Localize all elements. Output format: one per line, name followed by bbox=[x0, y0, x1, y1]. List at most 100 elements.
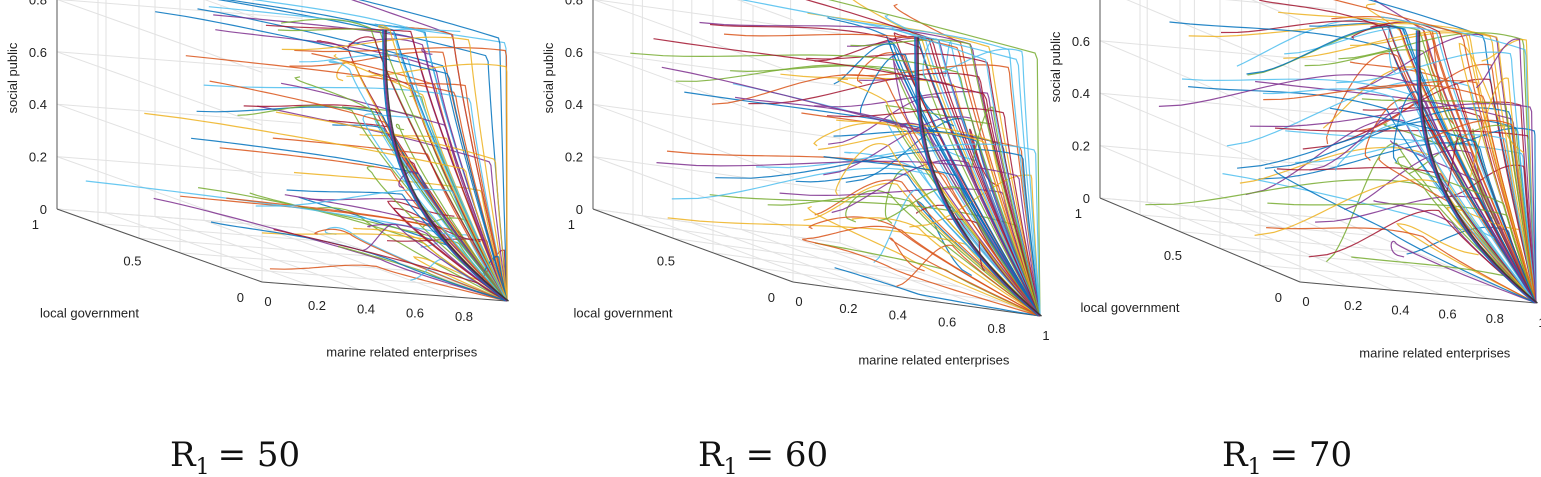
caption-symbol: R bbox=[170, 435, 197, 475]
trajectory bbox=[277, 28, 508, 302]
trajectory bbox=[255, 188, 508, 302]
trajectory bbox=[314, 228, 508, 302]
trajectory bbox=[806, 53, 1041, 317]
trajectory bbox=[1145, 179, 1537, 304]
dominant-trajectory-line bbox=[1417, 30, 1537, 304]
x-tick-label: 0.6 bbox=[938, 314, 956, 329]
trajectory bbox=[684, 91, 1041, 317]
z-tick-label: 0.6 bbox=[29, 45, 47, 60]
trajectory bbox=[748, 72, 1041, 317]
trajectory bbox=[740, 0, 1041, 317]
trajectory bbox=[802, 238, 1041, 317]
caption-relation: = 50 bbox=[218, 435, 301, 475]
trajectory bbox=[814, 242, 1041, 317]
trajectory bbox=[353, 227, 508, 302]
trajectory bbox=[308, 197, 508, 302]
trajectory bbox=[850, 20, 1041, 317]
trajectory bbox=[398, 171, 508, 302]
trajectory bbox=[756, 143, 1041, 317]
trajectory bbox=[1283, 30, 1537, 304]
z-tick-label: 0.4 bbox=[29, 97, 47, 112]
trajectory bbox=[299, 54, 508, 302]
trajectory bbox=[366, 165, 508, 302]
x-tick-label: 0.4 bbox=[1391, 302, 1409, 317]
x-axis-label: marine related enterprises bbox=[326, 344, 478, 359]
trajectory bbox=[878, 186, 1041, 317]
trajectory bbox=[885, 119, 1041, 317]
trajectory bbox=[378, 25, 508, 302]
x-tick-label: 0 bbox=[1302, 294, 1309, 309]
trajectory bbox=[653, 38, 1041, 317]
x-tick-label: 0.6 bbox=[406, 305, 424, 320]
trajectory bbox=[362, 113, 508, 302]
trajectory bbox=[1273, 169, 1537, 304]
panel-caption: R1 = 70 bbox=[1222, 435, 1352, 477]
caption-symbol: R bbox=[698, 435, 725, 475]
y-tick-label: 0 bbox=[1275, 290, 1282, 305]
trajectory bbox=[1249, 103, 1537, 304]
z-tick-label: 0.4 bbox=[565, 97, 583, 112]
panel-caption: R1 = 60 bbox=[698, 435, 828, 477]
trajectory bbox=[347, 36, 508, 302]
trajectory bbox=[834, 267, 1041, 317]
trajectory bbox=[386, 200, 508, 302]
caption-relation: = 70 bbox=[1270, 435, 1353, 475]
trajectory bbox=[1220, 20, 1537, 304]
trajectory bbox=[155, 11, 508, 302]
x-axis-label: marine related enterprises bbox=[1359, 346, 1511, 361]
trajectory bbox=[392, 207, 508, 302]
x-tick-label: 0.2 bbox=[839, 301, 857, 316]
y-tick-label: 0 bbox=[768, 290, 775, 305]
trajectory bbox=[767, 195, 1041, 317]
trajectory bbox=[885, 104, 1041, 317]
trajectory bbox=[281, 36, 508, 302]
trajectory bbox=[807, 12, 1041, 317]
trajectory bbox=[392, 28, 508, 302]
x-tick-label: 0.4 bbox=[889, 308, 907, 323]
panel-R1-70: 00.20.40.60.8100.5100.20.40.60.81marine … bbox=[1048, 0, 1541, 477]
caption-subscript: 1 bbox=[1248, 455, 1262, 477]
x-tick-label: 0.8 bbox=[455, 309, 473, 324]
dominant-trajectory-line bbox=[917, 37, 1043, 317]
x-tick-label: 0.2 bbox=[1344, 298, 1362, 313]
trajectory bbox=[888, 237, 1041, 317]
trajectory bbox=[412, 256, 508, 302]
y-tick-label: 0.5 bbox=[657, 254, 675, 269]
trajectory bbox=[828, 0, 1041, 317]
trajectory bbox=[219, 147, 508, 302]
dominant-trajectory-line bbox=[1418, 30, 1538, 304]
trajectory bbox=[814, 179, 1041, 317]
dominant-trajectory-line bbox=[915, 37, 1041, 317]
z-tick-label: 0.8 bbox=[29, 0, 47, 7]
trajectory bbox=[656, 160, 1041, 317]
trajectory bbox=[1378, 157, 1537, 304]
trajectory bbox=[237, 104, 508, 302]
trajectory bbox=[1263, 84, 1537, 304]
trajectory bbox=[818, 131, 1041, 317]
panel-caption: R1 = 50 bbox=[170, 435, 300, 477]
trajectory bbox=[197, 8, 508, 302]
y-axis-label: local government bbox=[574, 306, 673, 321]
z-tick-label: 0 bbox=[1083, 191, 1090, 206]
x-tick-label: 0.2 bbox=[308, 298, 326, 313]
z-tick-label: 0.2 bbox=[1072, 139, 1090, 154]
trajectory bbox=[346, 63, 508, 301]
trajectory bbox=[395, 123, 508, 302]
y-tick-label: 1 bbox=[568, 217, 575, 232]
trajectory bbox=[891, 27, 1041, 317]
z-tick-label: 0.8 bbox=[565, 0, 583, 7]
trajectory bbox=[1335, 123, 1537, 304]
y-tick-label: 1 bbox=[32, 217, 39, 232]
trajectory bbox=[833, 43, 1041, 317]
trajectory bbox=[1181, 78, 1537, 304]
y-axis-label: local government bbox=[1081, 300, 1180, 315]
dominant-trajectory-line bbox=[914, 36, 1040, 317]
trajectory bbox=[851, 217, 1041, 317]
x-tick-label: 0.6 bbox=[1439, 307, 1457, 322]
dominant-trajectory-line bbox=[1415, 30, 1536, 304]
z-tick-label: 0.6 bbox=[565, 45, 583, 60]
trajectory bbox=[1246, 26, 1537, 304]
